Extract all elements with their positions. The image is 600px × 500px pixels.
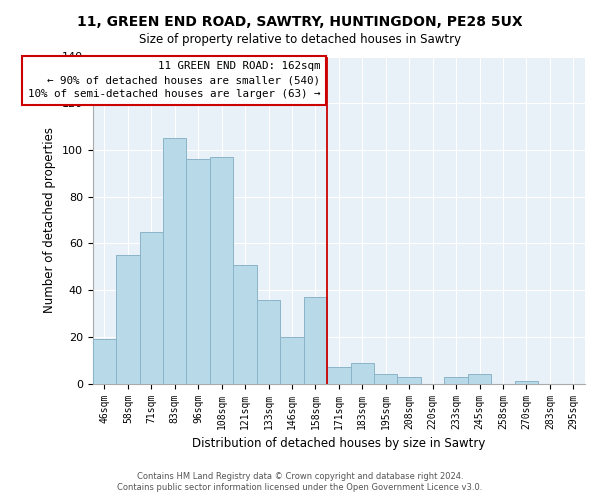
Bar (304, 297, 327, 384)
Bar (468, 374, 491, 384)
Bar (397, 376, 421, 384)
Bar (116, 255, 140, 384)
Bar (140, 232, 163, 384)
Text: Size of property relative to detached houses in Sawtry: Size of property relative to detached ho… (139, 32, 461, 46)
Bar (445, 376, 468, 384)
Text: 11, GREEN END ROAD, SAWTRY, HUNTINGDON, PE28 5UX: 11, GREEN END ROAD, SAWTRY, HUNTINGDON, … (77, 15, 523, 29)
Bar (515, 382, 538, 384)
Bar (257, 300, 280, 384)
Y-axis label: Number of detached properties: Number of detached properties (43, 127, 56, 313)
Bar (93, 340, 116, 384)
Bar (163, 138, 187, 384)
Bar (350, 362, 374, 384)
X-axis label: Distribution of detached houses by size in Sawtry: Distribution of detached houses by size … (192, 437, 485, 450)
Bar (374, 374, 397, 384)
Bar (233, 264, 257, 384)
Bar (187, 160, 210, 384)
Bar (327, 368, 350, 384)
Text: 11 GREEN END ROAD: 162sqm
← 90% of detached houses are smaller (540)
10% of semi: 11 GREEN END ROAD: 162sqm ← 90% of detac… (28, 61, 320, 99)
Bar (280, 337, 304, 384)
Text: Contains HM Land Registry data © Crown copyright and database right 2024.
Contai: Contains HM Land Registry data © Crown c… (118, 472, 482, 492)
Bar (210, 157, 233, 384)
